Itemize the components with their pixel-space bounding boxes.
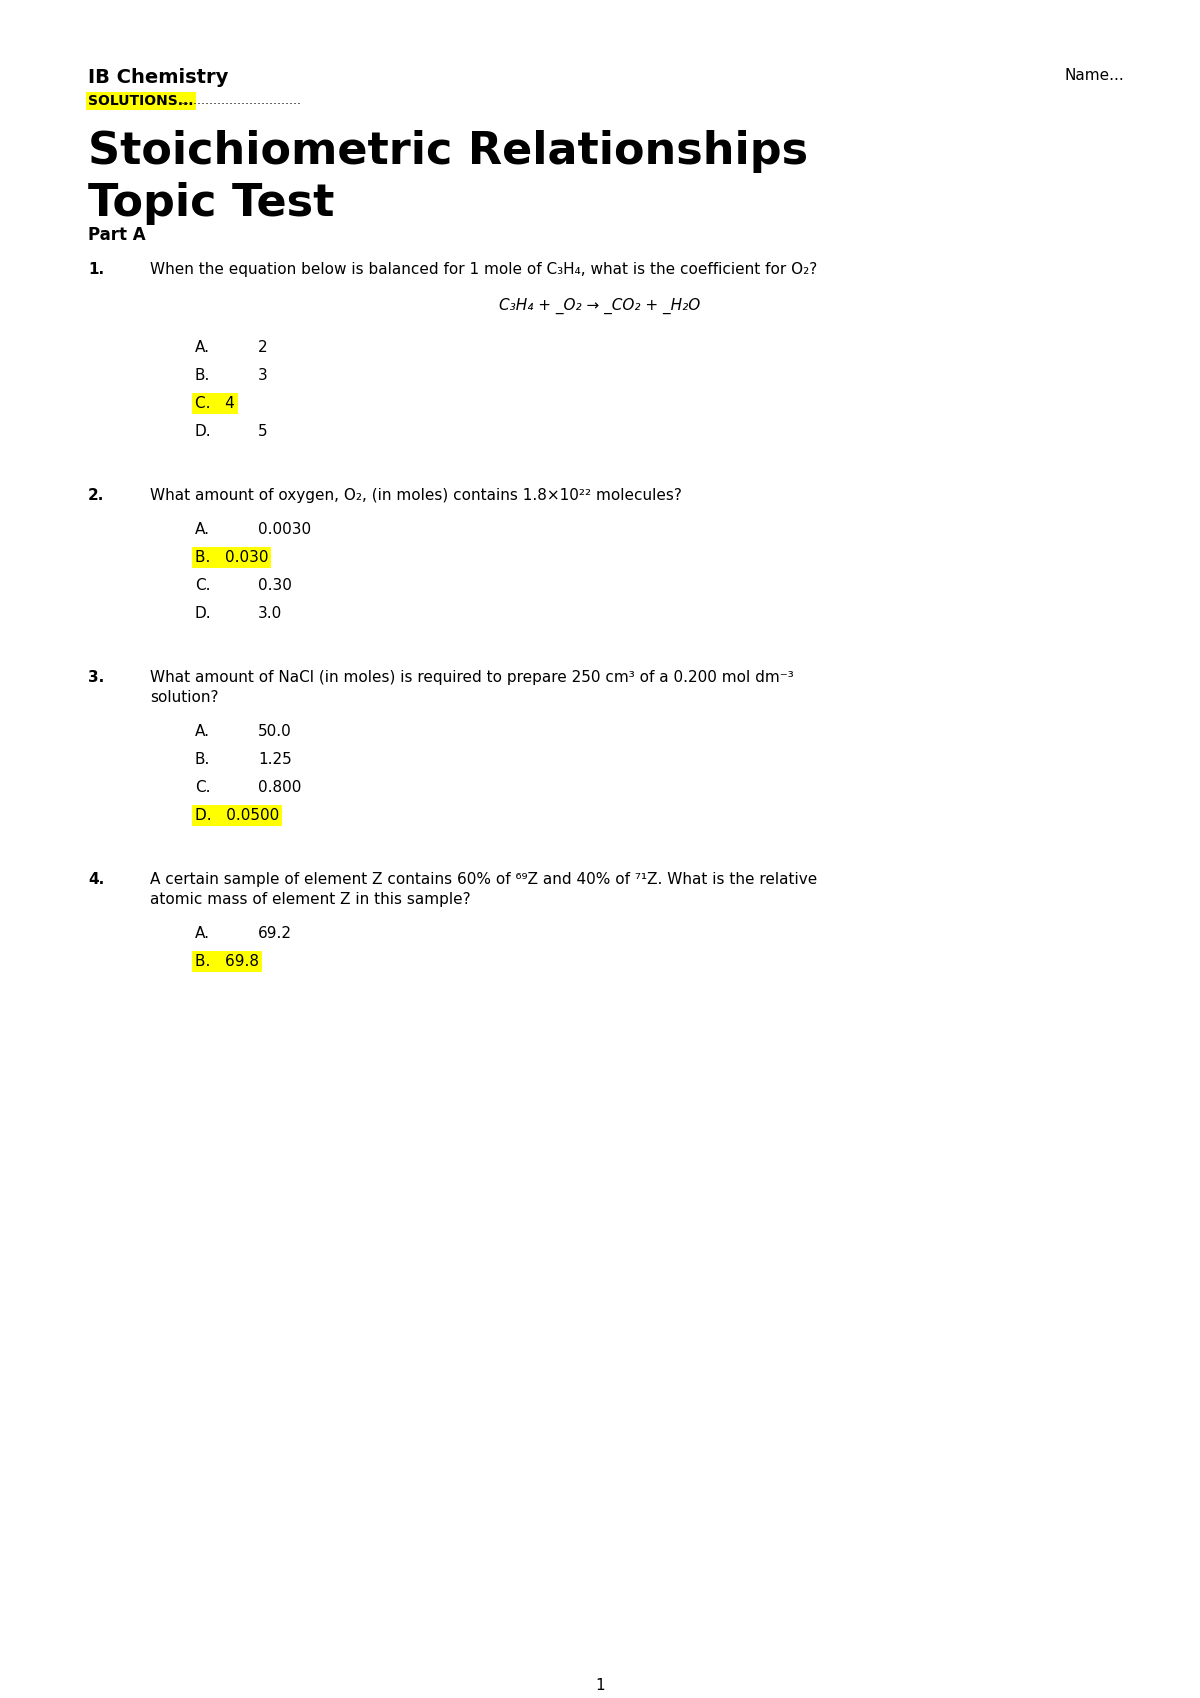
Text: 4.: 4. xyxy=(88,873,104,886)
Text: 1: 1 xyxy=(595,1678,605,1693)
Text: C.   4: C. 4 xyxy=(194,396,235,411)
Text: Name...: Name... xyxy=(1066,68,1124,83)
Text: IB Chemistry: IB Chemistry xyxy=(88,68,228,87)
Text: A.: A. xyxy=(194,723,210,739)
Text: atomic mass of element Z in this sample?: atomic mass of element Z in this sample? xyxy=(150,891,470,907)
Text: Topic Test: Topic Test xyxy=(88,182,335,226)
Text: A.: A. xyxy=(194,521,210,537)
Text: 3.: 3. xyxy=(88,671,104,684)
Text: A.: A. xyxy=(194,340,210,355)
Text: B.   69.8: B. 69.8 xyxy=(194,954,259,970)
Text: B.: B. xyxy=(194,368,210,384)
Text: C₃H₄ + _O₂ → _CO₂ + _H₂O: C₃H₄ + _O₂ → _CO₂ + _H₂O xyxy=(499,299,701,314)
Text: 0.30: 0.30 xyxy=(258,577,292,593)
Text: A.: A. xyxy=(194,925,210,941)
Text: 0.0030: 0.0030 xyxy=(258,521,311,537)
Text: C.: C. xyxy=(194,779,210,795)
Text: ...............................: ............................... xyxy=(178,93,302,107)
Text: B.   0.030: B. 0.030 xyxy=(194,550,269,565)
Text: 1.25: 1.25 xyxy=(258,752,292,767)
Text: solution?: solution? xyxy=(150,689,218,705)
Text: What amount of oxygen, O₂, (in moles) contains 1.8×10²² molecules?: What amount of oxygen, O₂, (in moles) co… xyxy=(150,487,682,503)
Text: SOLUTIONS...: SOLUTIONS... xyxy=(88,93,193,109)
Text: D.   0.0500: D. 0.0500 xyxy=(194,808,280,824)
Text: 3: 3 xyxy=(258,368,268,384)
Text: When the equation below is balanced for 1 mole of C₃H₄, what is the coefficient : When the equation below is balanced for … xyxy=(150,261,817,277)
Text: What amount of NaCl (in moles) is required to prepare 250 cm³ of a 0.200 mol dm⁻: What amount of NaCl (in moles) is requir… xyxy=(150,671,793,684)
Text: 2.: 2. xyxy=(88,487,104,503)
Text: 1.: 1. xyxy=(88,261,104,277)
Text: Stoichiometric Relationships: Stoichiometric Relationships xyxy=(88,131,808,173)
Text: D.: D. xyxy=(194,606,211,621)
Text: 50.0: 50.0 xyxy=(258,723,292,739)
Text: 69.2: 69.2 xyxy=(258,925,292,941)
Text: C.: C. xyxy=(194,577,210,593)
Text: 2: 2 xyxy=(258,340,268,355)
Text: D.: D. xyxy=(194,424,211,440)
Text: 0.800: 0.800 xyxy=(258,779,301,795)
Text: Part A: Part A xyxy=(88,226,145,245)
Text: B.: B. xyxy=(194,752,210,767)
Text: 5: 5 xyxy=(258,424,268,440)
Text: A certain sample of element Z contains 60% of ⁶⁹Z and 40% of ⁷¹Z. What is the re: A certain sample of element Z contains 6… xyxy=(150,873,817,886)
Text: 3.0: 3.0 xyxy=(258,606,282,621)
